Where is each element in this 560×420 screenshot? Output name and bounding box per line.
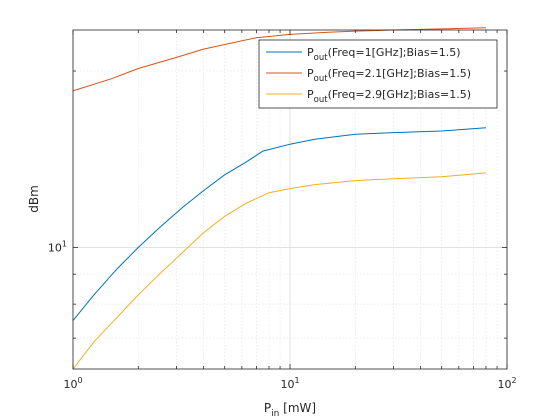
- x-tick-label-exp: 1: [294, 376, 299, 385]
- x-tick-label: 102: [497, 376, 516, 391]
- y-tick-label: 101: [48, 239, 67, 254]
- legend: Pout(Freq=1[GHz];Bias=1.5)Pout(Freq=2.1[…: [258, 39, 498, 109]
- x-tick-label-base: 10: [280, 378, 294, 391]
- x-axis-label-rest: [mW]: [279, 401, 316, 415]
- y-tick-label-exp: 1: [62, 239, 67, 248]
- legend-label-main: P: [307, 88, 314, 101]
- x-tick-label-base: 10: [63, 378, 77, 391]
- series-line-1: [72, 127, 487, 321]
- legend-label-rest: (Freq=1[GHz];Bias=1.5): [328, 46, 461, 59]
- legend-label-sub: out: [314, 95, 329, 105]
- x-tick-label-base: 10: [497, 378, 511, 391]
- x-axis-label: Pin [mW]: [264, 401, 316, 419]
- legend-label-rest: (Freq=2.1[GHz];Bias=1.5): [328, 67, 472, 80]
- legend-box: [258, 39, 498, 109]
- x-axis-label-sub: in: [271, 409, 279, 419]
- x-tick-label: 100: [63, 376, 82, 391]
- y-axis-label: dBm: [27, 185, 41, 213]
- x-axis-label-main: P: [264, 401, 271, 415]
- legend-label-main: P: [307, 46, 314, 59]
- series-line-3: [72, 172, 487, 370]
- legend-label-2: Pout(Freq=2.1[GHz];Bias=1.5): [307, 67, 471, 84]
- legend-label-3: Pout(Freq=2.9[GHz];Bias=1.5): [307, 88, 471, 105]
- x-tick-label: 101: [280, 376, 299, 391]
- x-tick-label-exp: 2: [511, 376, 516, 385]
- legend-label-1: Pout(Freq=1[GHz];Bias=1.5): [307, 46, 461, 63]
- legend-label-sub: out: [314, 53, 329, 63]
- legend-label-sub: out: [314, 74, 329, 84]
- y-tick-label-base: 10: [48, 241, 62, 254]
- x-tick-label-exp: 0: [77, 376, 82, 385]
- legend-label-main: P: [307, 67, 314, 80]
- legend-label-rest: (Freq=2.9[GHz];Bias=1.5): [328, 88, 472, 101]
